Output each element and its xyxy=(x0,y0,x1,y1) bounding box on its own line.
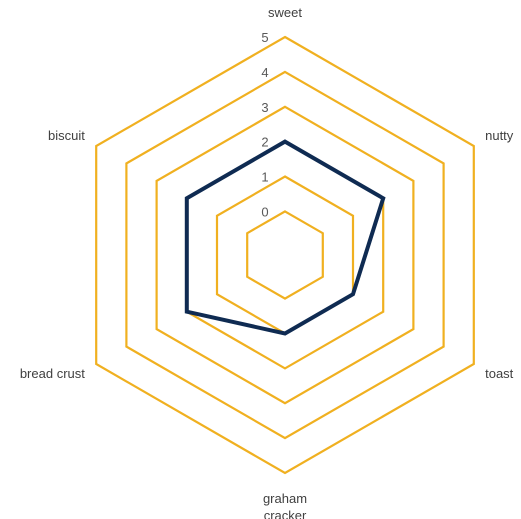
tick-label-0: 0 xyxy=(261,204,268,219)
axis-label-bread-crust: bread crust xyxy=(20,366,85,381)
axis-label-nutty: nutty xyxy=(485,128,514,143)
axis-label-graham-cracker: graham cracker xyxy=(263,491,307,519)
grid-ring-0 xyxy=(246,210,324,300)
tick-label-3: 3 xyxy=(261,100,268,115)
series-line-0 xyxy=(184,139,386,336)
tick-label-5: 5 xyxy=(261,30,268,45)
radar-axis-labels: sweet nutty toast graham cracker bread crust b… xyxy=(20,5,514,519)
grid-ring-3 xyxy=(155,105,415,405)
radar-series xyxy=(184,139,386,336)
grid-ring-4 xyxy=(125,70,445,440)
grid-ring-5 xyxy=(95,35,475,475)
axis-label-sweet: sweet xyxy=(268,5,302,20)
axis-label-toast: toast xyxy=(485,366,514,381)
axis-label-biscuit: biscuit xyxy=(48,128,85,143)
tick-label-2: 2 xyxy=(261,135,268,150)
grid-ring-1 xyxy=(215,175,355,335)
tick-label-1: 1 xyxy=(261,170,268,185)
tick-label-4: 4 xyxy=(261,65,268,80)
radar-ticks: 0 1 2 3 4 5 xyxy=(261,30,268,219)
radar-grid xyxy=(95,35,475,475)
